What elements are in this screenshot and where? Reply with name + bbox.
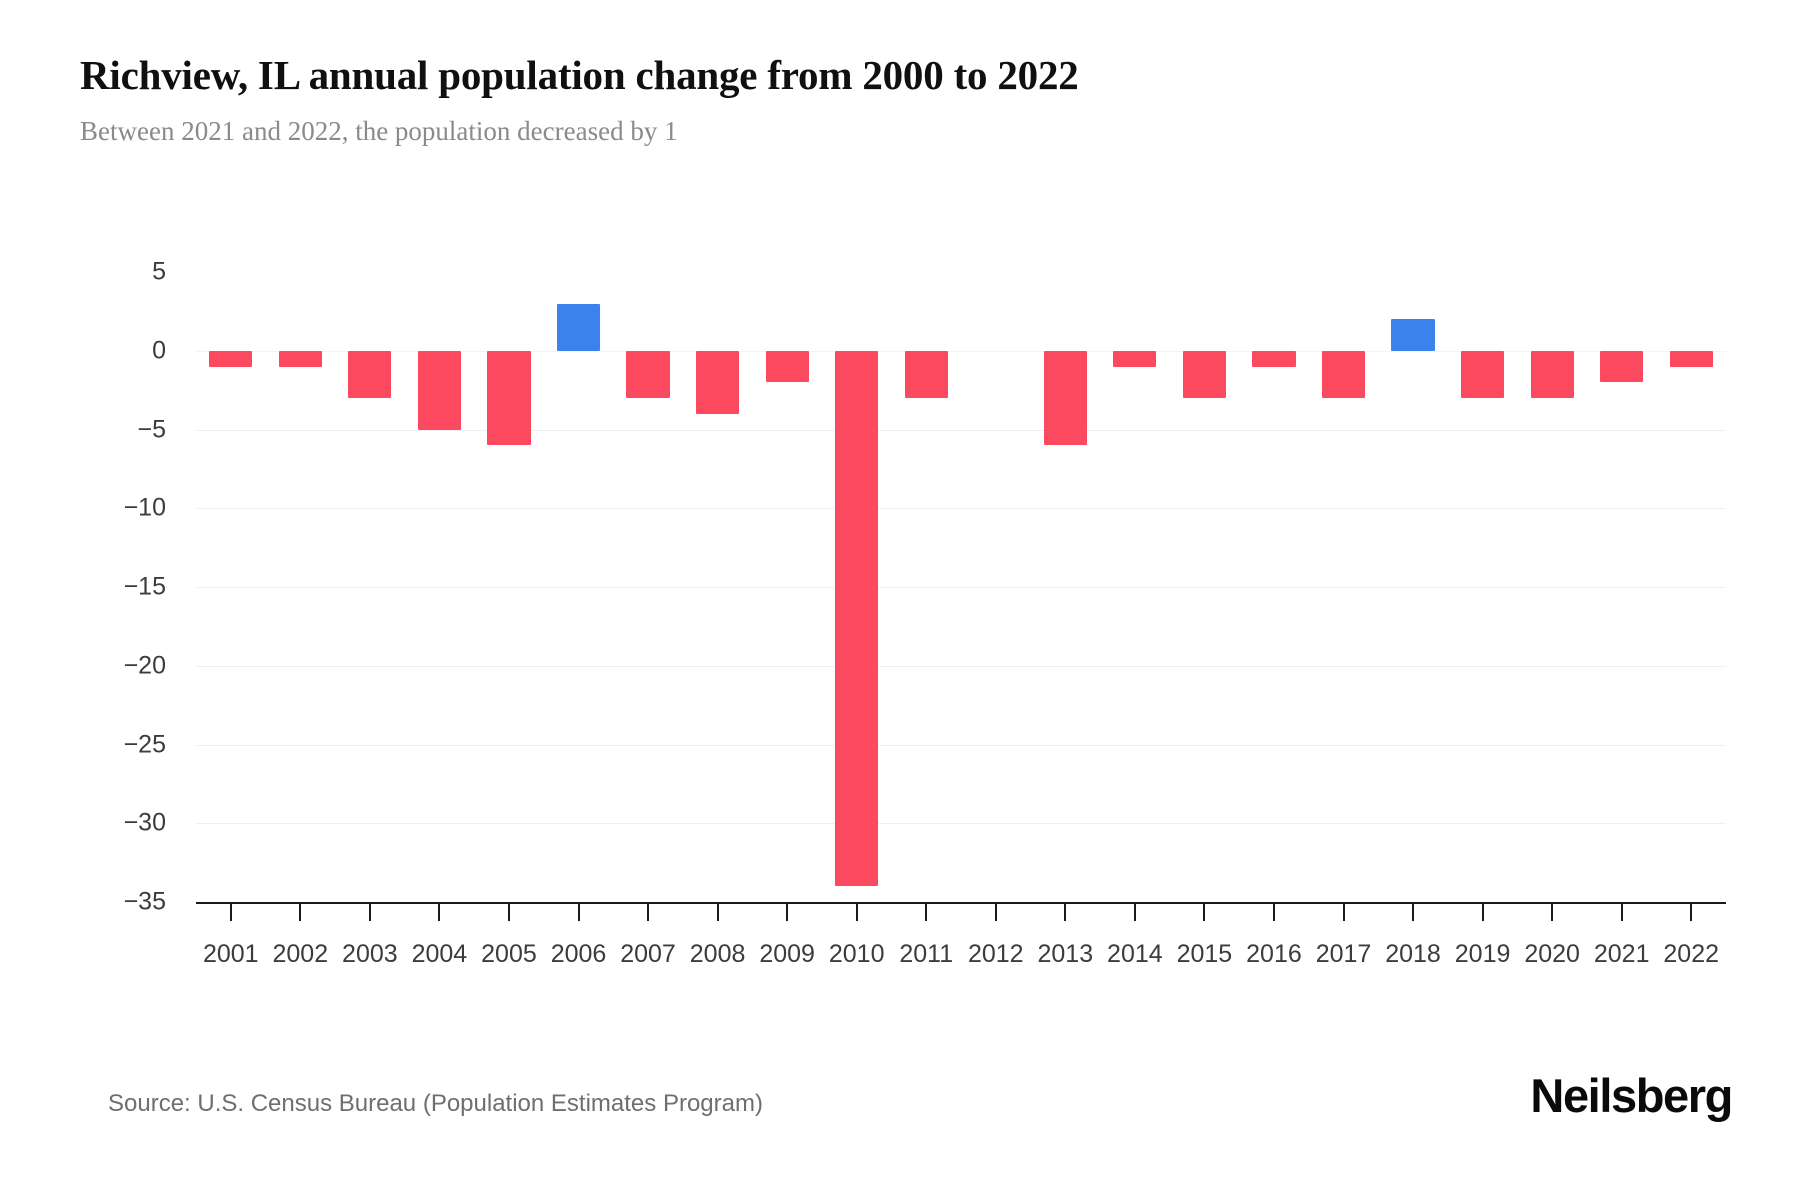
x-axis-tick-label: 2004	[411, 940, 468, 968]
x-axis-tick-label: 2001	[202, 940, 259, 968]
x-axis-tick-label: 2006	[550, 940, 607, 968]
x-axis-tick	[1620, 904, 1623, 921]
x-axis-tick-label: 2010	[828, 940, 885, 968]
x-axis-tick-label: 2007	[620, 940, 676, 968]
bar-2021[interactable]	[1600, 350, 1644, 383]
y-axis-tick-label: 0	[152, 336, 166, 365]
y-axis-tick-label: 5	[152, 257, 166, 286]
y-axis-tick-label: −10	[123, 493, 166, 522]
bar-2020[interactable]	[1530, 350, 1574, 398]
bar-2015[interactable]	[1182, 350, 1226, 398]
x-axis-tick	[368, 904, 371, 921]
bar-2003[interactable]	[348, 350, 392, 398]
gridline	[196, 823, 1726, 825]
x-axis-tick-label: 2005	[481, 940, 537, 968]
x-axis-tick	[716, 904, 719, 921]
x-axis-tick-label: 2008	[689, 940, 746, 968]
y-axis-tick-label: −15	[123, 572, 166, 601]
y-axis-tick-label: −35	[123, 887, 166, 916]
bar-2004[interactable]	[417, 350, 461, 430]
bar-2008[interactable]	[696, 350, 740, 414]
gridline	[196, 587, 1726, 588]
bar-2007[interactable]	[626, 350, 670, 398]
gridline	[196, 665, 1726, 667]
x-axis-tick-label: 2020	[1524, 940, 1580, 968]
x-axis-tick	[1064, 904, 1067, 921]
x-axis-tick-label: 2014	[1107, 940, 1163, 968]
bar-2022[interactable]	[1669, 350, 1713, 367]
x-axis-tick-label: 2016	[1246, 940, 1302, 968]
page-title: Richview, IL annual population change fr…	[80, 52, 1079, 98]
bar-2009[interactable]	[765, 350, 809, 383]
x-axis-tick-label: 2019	[1454, 940, 1511, 968]
x-axis-tick	[647, 904, 650, 921]
x-axis-tick	[1690, 904, 1693, 921]
bar-2002[interactable]	[278, 350, 322, 367]
x-axis-tick	[299, 904, 302, 921]
bar-2013[interactable]	[1043, 350, 1087, 446]
x-axis-tick-label: 2017	[1315, 940, 1372, 968]
bar-2014[interactable]	[1113, 350, 1157, 367]
bar-2011[interactable]	[904, 350, 948, 398]
x-axis-tick	[1133, 904, 1136, 921]
bar-2010[interactable]	[835, 350, 879, 887]
x-axis-tick-label: 2022	[1663, 940, 1720, 968]
gridline	[196, 508, 1726, 510]
x-axis-tick-label: 2021	[1593, 940, 1650, 968]
bar-2016[interactable]	[1252, 350, 1296, 367]
x-axis-tick-label: 2015	[1176, 940, 1233, 968]
x-axis-tick	[1551, 904, 1554, 921]
x-axis-tick-label: 2011	[899, 940, 954, 968]
bar-2019[interactable]	[1461, 350, 1505, 398]
x-axis-tick-label: 2002	[272, 940, 329, 968]
gridline	[196, 744, 1726, 746]
x-axis-tick	[507, 904, 510, 921]
y-axis-tick-label: −5	[137, 415, 166, 443]
brand-logo: Neilsberg	[1530, 1069, 1733, 1122]
x-axis-tick-label: 2018	[1385, 940, 1441, 968]
x-axis-tick	[925, 904, 928, 921]
x-axis-tick	[1272, 904, 1275, 921]
x-axis-tick-label: 2009	[759, 940, 815, 968]
bar-2017[interactable]	[1321, 350, 1366, 398]
x-axis-tick-label: 2003	[342, 940, 398, 968]
x-axis-tick	[1342, 904, 1345, 921]
chart-subtitle: Between 2021 and 2022, the population de…	[80, 116, 678, 147]
x-axis-tick	[1481, 904, 1484, 921]
x-axis-tick	[855, 904, 858, 921]
x-axis-tick-label: 2012	[967, 940, 1024, 968]
gridline	[196, 429, 1726, 431]
x-axis-tick	[229, 904, 232, 921]
x-axis-tick	[1203, 904, 1206, 921]
x-axis-tick	[994, 904, 997, 921]
y-axis-tick-label: −20	[123, 651, 166, 680]
x-axis-tick	[577, 904, 580, 921]
y-axis-tick-label: −30	[123, 808, 166, 837]
x-axis-tick-label: 2013	[1037, 940, 1094, 968]
bar-2005[interactable]	[487, 350, 531, 446]
bar-2001[interactable]	[209, 350, 253, 367]
x-axis-line	[196, 902, 1726, 904]
x-axis-tick	[1412, 904, 1415, 921]
gridline	[196, 350, 1726, 352]
bar-chart-canvas: 5 0 −5 −10 −15 −20 −25 −30 −35 2001 2002 2003 2004 20…	[124, 258, 1726, 968]
source-note: Source: U.S. Census Bureau (Population E…	[108, 1090, 763, 1117]
chart-header: Richview, IL annual population change fr…	[80, 52, 1720, 148]
bar-2006[interactable]	[556, 303, 601, 351]
x-axis-tick	[438, 904, 441, 921]
bar-2018[interactable]	[1391, 319, 1435, 351]
x-axis-tick	[786, 904, 789, 921]
y-axis-tick-label: −25	[123, 730, 166, 758]
